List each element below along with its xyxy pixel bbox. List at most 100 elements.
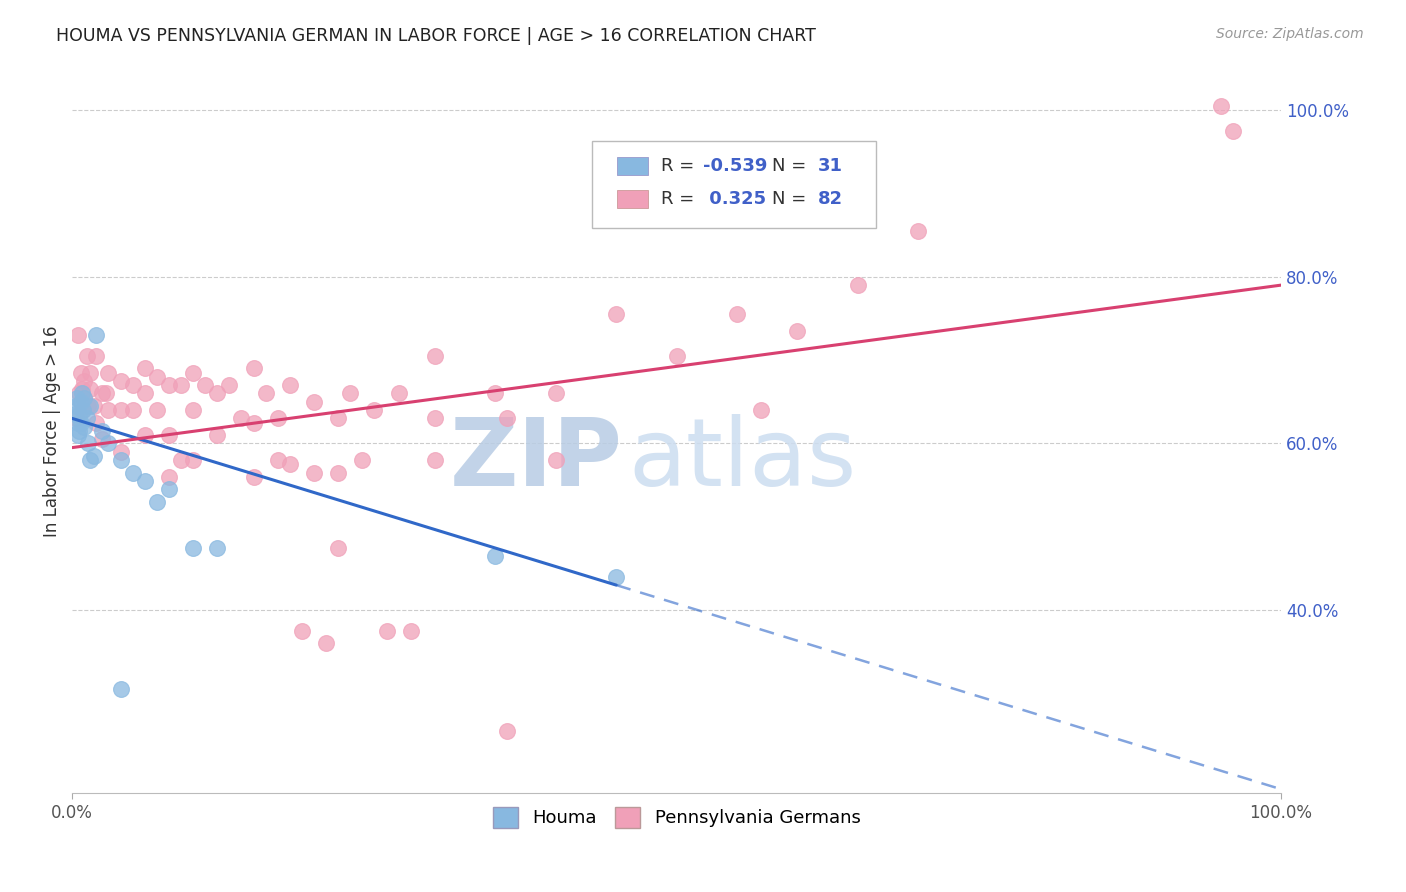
Point: [786, 324, 808, 338]
Point: [725, 307, 748, 321]
Point: [157, 482, 180, 496]
Point: [79, 453, 101, 467]
Point: [110, 682, 132, 697]
Point: [146, 403, 169, 417]
Point: [134, 474, 156, 488]
Point: [65, 399, 87, 413]
Text: R =: R =: [661, 190, 700, 208]
Point: [70, 382, 93, 396]
Point: [72, 403, 94, 417]
Point: [146, 495, 169, 509]
Point: [605, 570, 627, 584]
Text: atlas: atlas: [628, 414, 856, 506]
Point: [77, 399, 100, 413]
Point: [328, 541, 350, 555]
Point: [218, 378, 240, 392]
Point: [181, 453, 204, 467]
Point: [83, 449, 105, 463]
Point: [77, 436, 100, 450]
Point: [157, 428, 180, 442]
Point: [181, 403, 204, 417]
Point: [97, 436, 120, 450]
Point: [79, 382, 101, 396]
Point: [73, 419, 96, 434]
Point: [69, 386, 91, 401]
Point: [69, 424, 91, 438]
Point: [97, 403, 120, 417]
Point: [121, 466, 143, 480]
Point: [73, 374, 96, 388]
Point: [242, 361, 264, 376]
Point: [207, 541, 229, 555]
Point: [194, 378, 217, 392]
Point: [363, 403, 385, 417]
Point: [423, 411, 446, 425]
Point: [231, 411, 253, 425]
Text: ZIP: ZIP: [450, 414, 623, 506]
Point: [1209, 99, 1232, 113]
Point: [302, 394, 325, 409]
Point: [110, 453, 132, 467]
Point: [749, 403, 772, 417]
Point: [242, 469, 264, 483]
Point: [72, 403, 94, 417]
FancyBboxPatch shape: [617, 157, 648, 176]
Point: [121, 378, 143, 392]
Point: [484, 386, 506, 401]
Text: 0.325: 0.325: [703, 190, 766, 208]
Point: [67, 328, 90, 343]
Point: [339, 386, 361, 401]
Point: [110, 403, 132, 417]
Point: [76, 349, 98, 363]
Point: [91, 432, 114, 446]
Point: [207, 386, 229, 401]
Point: [181, 541, 204, 555]
Point: [278, 378, 301, 392]
Point: [846, 278, 869, 293]
Point: [134, 386, 156, 401]
Point: [423, 453, 446, 467]
Point: [69, 394, 91, 409]
Text: N =: N =: [772, 190, 806, 208]
Point: [76, 411, 98, 425]
Point: [70, 386, 93, 401]
Point: [86, 349, 108, 363]
Point: [544, 453, 567, 467]
Point: [170, 378, 193, 392]
Text: N =: N =: [772, 157, 806, 176]
Point: [1222, 124, 1244, 138]
FancyBboxPatch shape: [617, 190, 648, 208]
Point: [181, 366, 204, 380]
Point: [73, 391, 96, 405]
Point: [157, 469, 180, 483]
Point: [94, 386, 117, 401]
Text: R =: R =: [661, 157, 700, 176]
Point: [496, 723, 519, 738]
Point: [97, 366, 120, 380]
Point: [86, 328, 108, 343]
Point: [423, 349, 446, 363]
Point: [73, 391, 96, 405]
Point: [67, 428, 90, 442]
Point: [484, 549, 506, 563]
Point: [69, 416, 91, 430]
Point: [63, 407, 86, 421]
Text: HOUMA VS PENNSYLVANIA GERMAN IN LABOR FORCE | AGE > 16 CORRELATION CHART: HOUMA VS PENNSYLVANIA GERMAN IN LABOR FO…: [56, 27, 815, 45]
Point: [65, 411, 87, 425]
Point: [254, 386, 277, 401]
Point: [328, 466, 350, 480]
Point: [157, 378, 180, 392]
Point: [665, 349, 688, 363]
Point: [121, 403, 143, 417]
Point: [67, 416, 90, 430]
Point: [69, 407, 91, 421]
Point: [207, 428, 229, 442]
Point: [79, 399, 101, 413]
Text: -0.539: -0.539: [703, 157, 768, 176]
Point: [110, 374, 132, 388]
Point: [134, 428, 156, 442]
Point: [267, 411, 290, 425]
Point: [496, 411, 519, 425]
Point: [170, 453, 193, 467]
Point: [291, 624, 314, 638]
